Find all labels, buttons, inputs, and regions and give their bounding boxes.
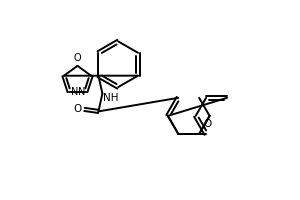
Text: O: O (204, 119, 212, 129)
Text: N: N (78, 87, 85, 97)
Text: N: N (71, 87, 78, 97)
Text: O: O (73, 104, 82, 114)
Text: NH: NH (103, 93, 119, 103)
Text: O: O (74, 53, 81, 63)
